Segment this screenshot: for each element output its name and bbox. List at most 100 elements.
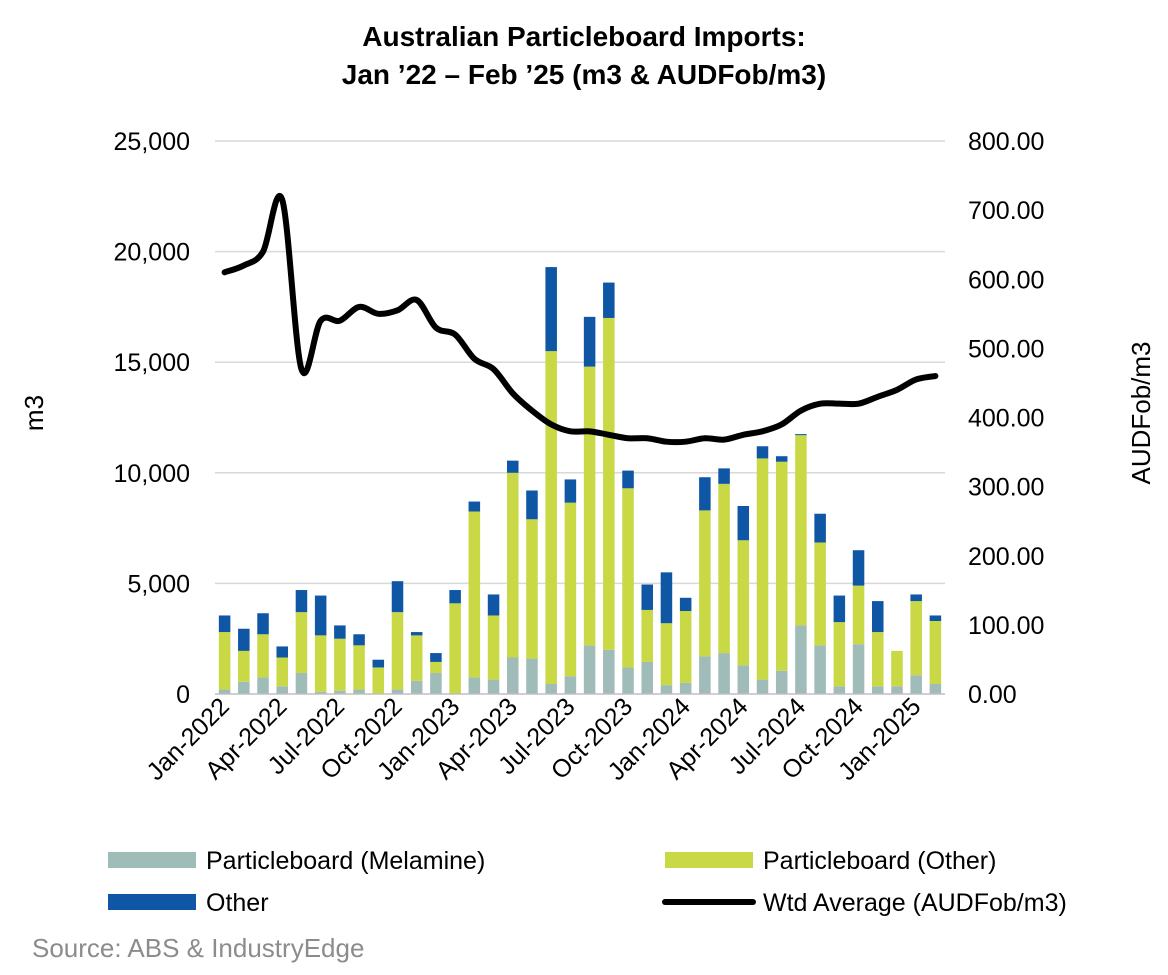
bar-segment <box>679 597 692 612</box>
bar-segment <box>795 625 807 694</box>
bar-segment <box>507 472 519 658</box>
y-right-tick-label: 400.00 <box>968 405 1044 433</box>
bar-segment <box>872 632 884 687</box>
bar-segment <box>468 501 481 512</box>
bar-segment <box>334 638 346 691</box>
axes: 0 5,000 10,000 15,000 20,000 25,000 0.00 100.00… <box>114 128 1045 786</box>
bar-segment <box>795 434 807 436</box>
bar-segment <box>641 609 653 662</box>
bar-segment <box>775 461 788 671</box>
bars <box>218 267 942 694</box>
bar-segment <box>814 645 826 694</box>
bar-segment <box>833 622 846 687</box>
y-right-tick-label: 300.00 <box>968 474 1044 502</box>
bar-segment <box>353 634 365 646</box>
source-note: Source: ABS & IndustryEdge <box>32 933 365 963</box>
gridlines <box>215 140 945 585</box>
bar-segment <box>622 488 634 668</box>
bar-segment <box>218 615 231 633</box>
bar-segment <box>795 435 807 626</box>
bar-segment <box>910 601 922 676</box>
bar-segment <box>660 623 673 686</box>
bar-segment <box>507 460 519 473</box>
bar-segment <box>449 590 461 604</box>
bar-segment <box>295 590 308 613</box>
bar-segment <box>929 621 942 685</box>
bar-segment <box>257 613 269 635</box>
bar-segment <box>641 584 653 610</box>
bar-segment <box>891 686 903 694</box>
y-left-tick-label: 5,000 <box>127 570 190 598</box>
y-right-tick-label: 100.00 <box>968 612 1044 640</box>
bar-segment <box>257 677 269 694</box>
bar-segment <box>314 635 327 692</box>
y-left-tick-label: 10,000 <box>114 460 190 488</box>
bar-segment <box>737 505 750 541</box>
bar-segment <box>372 667 385 694</box>
bar-segment <box>583 366 596 646</box>
bar-segment <box>929 684 942 694</box>
bar-segment <box>603 649 615 694</box>
bar-segment <box>737 665 750 694</box>
bar-segment <box>641 661 653 694</box>
bar-segment <box>852 550 865 586</box>
avg-line <box>221 193 939 446</box>
y-left-tick-label: 25,000 <box>114 128 190 156</box>
y-right-tick-label: 600.00 <box>968 266 1044 294</box>
bar-segment <box>679 611 692 683</box>
bar-segment <box>564 502 577 677</box>
bar-segment <box>699 477 711 511</box>
bar-segment <box>814 542 826 646</box>
bar-segment <box>468 677 481 694</box>
bar-segment <box>872 601 884 633</box>
bar-segment <box>295 672 308 694</box>
bar-segment <box>583 316 596 367</box>
bar-segment <box>526 519 538 659</box>
bar-segment <box>238 650 250 682</box>
bar-segment <box>526 490 538 520</box>
y-right-tick-label: 700.00 <box>968 197 1044 225</box>
bar-segment <box>679 682 692 694</box>
bar-segment <box>276 657 288 687</box>
bar-segment <box>718 483 730 654</box>
bar-segment <box>852 585 865 645</box>
bar-segment <box>449 603 461 694</box>
bar-segment <box>833 595 846 623</box>
bar-segment <box>257 634 269 678</box>
chart-title-line1: Australian Particleboard Imports: <box>362 21 806 52</box>
legend: Particleboard (Melamine) Particleboard (O… <box>108 847 1067 917</box>
legend-label: Particleboard (Melamine) <box>206 847 485 875</box>
bar-segment <box>929 615 942 622</box>
chart-title-line2: Jan ’22 – Feb ’25 (m3 & AUDFob/m3) <box>341 59 827 90</box>
bar-segment <box>910 675 922 694</box>
bar-segment <box>526 658 538 694</box>
bar-segment <box>699 656 711 694</box>
bar-segment <box>218 632 231 690</box>
bar-segment <box>353 689 365 694</box>
y-right-tick-label: 200.00 <box>968 543 1044 571</box>
bar-segment <box>430 661 442 673</box>
bar-segment <box>910 594 922 602</box>
bar-segment <box>775 456 788 462</box>
bar-segment <box>622 667 634 694</box>
bar-segment <box>410 680 423 694</box>
legend-label: Particleboard (Other) <box>763 847 996 875</box>
bar-segment <box>276 686 288 694</box>
bar-segment <box>218 689 231 694</box>
bar-segment <box>410 635 423 681</box>
bar-segment <box>622 470 634 489</box>
legend-label: Other <box>206 889 269 917</box>
bar-segment <box>603 317 615 650</box>
y-right-tick-label: 500.00 <box>968 335 1044 363</box>
bar-segment <box>660 572 673 624</box>
bar-segment <box>430 672 442 694</box>
bar-segment <box>391 689 404 694</box>
bar-segment <box>276 646 288 658</box>
bar-segment <box>545 267 557 352</box>
bar-segment <box>718 653 730 694</box>
bar-segment <box>295 612 308 673</box>
bar-segment <box>872 686 884 694</box>
bar-segment <box>430 653 442 662</box>
bar-segment <box>487 594 500 616</box>
